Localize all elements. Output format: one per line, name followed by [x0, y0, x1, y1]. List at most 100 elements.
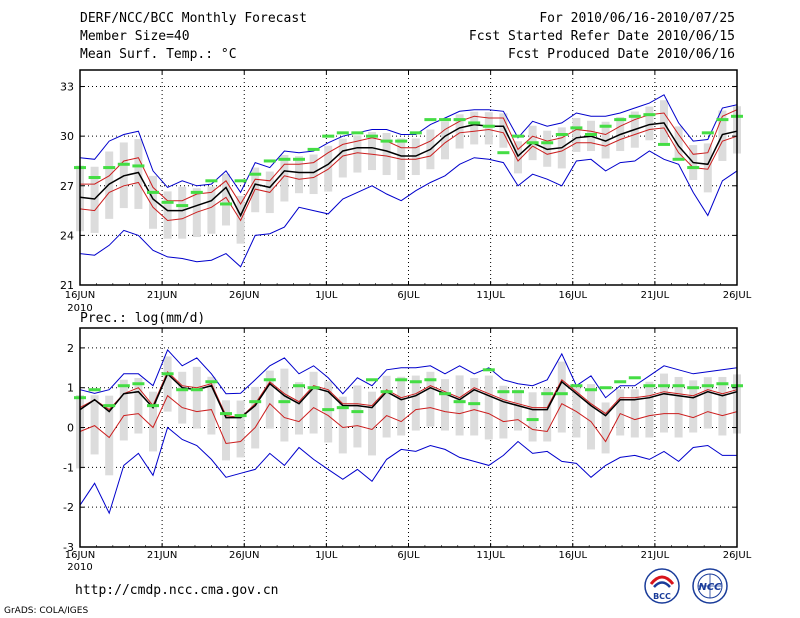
median-marker: [599, 124, 612, 128]
member-range-bar: [572, 117, 581, 152]
ensemble-mean-line: [79, 122, 738, 218]
median-marker: [220, 412, 232, 416]
median-marker: [161, 200, 174, 204]
member-range-bar: [630, 389, 639, 438]
median-marker: [424, 378, 437, 382]
x-tick-label: 6JUL: [397, 290, 420, 301]
member-range-bar: [484, 375, 493, 440]
median-marker: [205, 179, 218, 183]
median-marker: [643, 384, 656, 388]
median-marker: [190, 190, 203, 194]
median-marker: [117, 384, 130, 388]
median-marker: [585, 133, 597, 136]
member-range-bar: [543, 388, 552, 442]
median-marker: [117, 162, 130, 166]
median-marker: [570, 384, 583, 388]
x-tick-label: 26JUN: [229, 290, 259, 301]
footer-credit: GrADS: COLA/IGES: [4, 606, 89, 616]
member-range-bar: [295, 382, 303, 435]
median-marker: [555, 392, 568, 396]
ensemble-mean-line: [79, 372, 738, 419]
median-marker: [687, 386, 700, 390]
spread-lower-line: [79, 394, 738, 445]
spread-upper-line: [79, 370, 738, 419]
member-range-bar: [222, 173, 230, 226]
median-marker: [322, 134, 335, 138]
y-tick-label: -2: [63, 501, 74, 514]
footer-url[interactable]: http://cmdp.ncc.cma.gov.cn: [75, 583, 279, 598]
median-marker: [190, 388, 203, 392]
median-marker: [716, 382, 729, 386]
member-range-bar: [90, 166, 99, 233]
member-range-bar: [324, 381, 333, 443]
median-marker: [409, 131, 422, 135]
header-start-date: Fcst Started Refer Date 2010/06/15: [468, 29, 735, 44]
median-marker: [263, 159, 276, 163]
chart-panel-1: 16JUN 21JUN 26JUN 1JUL 6JUL 11JUL 16JUL 21JUL 26…: [60, 69, 752, 314]
median-marker: [278, 400, 291, 404]
member-range-bar: [338, 396, 347, 454]
member-range-bar: [411, 375, 420, 431]
x-tick-label: 16JUL: [558, 290, 587, 301]
x-tick-label: 21JUL: [641, 290, 670, 301]
x-tick-label: 1JUL: [315, 290, 338, 301]
x-tick-label: 21JUL: [641, 550, 670, 561]
median-marker: [497, 151, 510, 155]
member-range-bar: [528, 392, 537, 442]
x-year-label: 2010: [67, 562, 92, 573]
median-marker: [541, 141, 554, 145]
member-range-bar: [616, 389, 625, 436]
median-marker: [439, 118, 451, 122]
x-tick-label: 16JUN: [65, 550, 95, 561]
ensemble-min-line: [79, 426, 737, 515]
median-marker: [147, 404, 159, 408]
x-tick-label: 16JUL: [558, 550, 587, 561]
chart-panel-2: 16JUN 21JUN 26JUN 1JUL 6JUL 11JUL 16JUL 21JUL 26…: [63, 311, 752, 573]
median-marker: [234, 414, 247, 418]
ensemble-min-line: [79, 150, 738, 268]
median-marker: [453, 118, 466, 122]
median-marker: [380, 390, 393, 394]
member-range-bar: [280, 368, 289, 442]
member-range-bar: [149, 175, 157, 229]
median-marker: [220, 202, 232, 206]
ncc-logo: NCC: [692, 568, 728, 604]
median-marker: [614, 118, 627, 122]
member-range-bar: [441, 379, 449, 431]
x-tick-label: 26JUL: [723, 550, 752, 561]
median-marker: [526, 141, 539, 145]
median-marker: [658, 142, 670, 146]
y-tick-label: 24: [60, 229, 74, 242]
y-tick-label: -1: [63, 461, 74, 474]
median-marker: [132, 164, 145, 168]
median-marker: [205, 380, 218, 384]
median-marker: [103, 404, 116, 408]
median-marker: [249, 172, 262, 176]
member-range-bar: [703, 377, 712, 429]
member-range-bar: [645, 381, 654, 438]
median-marker: [497, 390, 510, 394]
panel-title: Prec.: log(mm/d): [80, 311, 205, 326]
spread-lower-line: [79, 127, 738, 222]
member-range-bar: [178, 186, 187, 239]
x-tick-label: 21JUN: [147, 290, 177, 301]
member-range-bar: [484, 112, 493, 145]
y-tick-label: 21: [60, 279, 74, 292]
member-range-bar: [119, 379, 128, 441]
member-range-bar: [441, 121, 449, 160]
member-range-bar: [587, 384, 595, 450]
median-marker: [541, 392, 554, 396]
ensemble-max-line: [79, 348, 738, 399]
member-range-bar: [353, 135, 362, 173]
median-marker: [336, 406, 349, 410]
member-range-bar: [514, 389, 522, 431]
member-range-bar: [660, 373, 668, 433]
median-marker: [658, 384, 670, 388]
member-range-bar: [207, 186, 216, 234]
median-marker: [482, 124, 495, 128]
member-range-bar: [368, 391, 376, 456]
member-range-bar: [338, 138, 347, 178]
header-left-title: DERF/NCC/BCC Monthly Forecast: [80, 11, 307, 26]
median-marker: [468, 121, 481, 125]
